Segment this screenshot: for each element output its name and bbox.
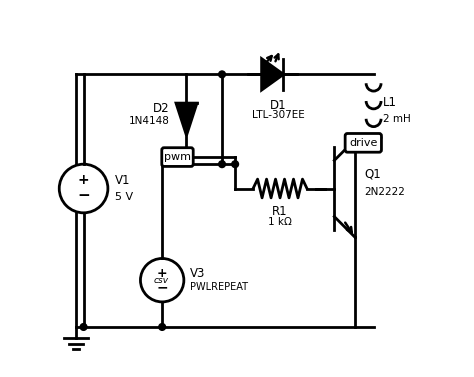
Polygon shape bbox=[262, 59, 283, 90]
Text: V3: V3 bbox=[190, 267, 206, 280]
Text: Q1: Q1 bbox=[364, 167, 381, 180]
Text: 5 V: 5 V bbox=[115, 192, 134, 202]
Polygon shape bbox=[176, 103, 197, 135]
Text: D1: D1 bbox=[270, 99, 286, 112]
Text: LTL-307EE: LTL-307EE bbox=[252, 110, 304, 120]
Text: drive: drive bbox=[349, 138, 377, 148]
Text: PWLREPEAT: PWLREPEAT bbox=[190, 282, 248, 292]
Text: V1: V1 bbox=[115, 174, 131, 187]
Circle shape bbox=[219, 161, 226, 167]
Text: −: − bbox=[156, 280, 168, 294]
Text: R1: R1 bbox=[272, 205, 288, 218]
Text: 1N4148: 1N4148 bbox=[129, 116, 170, 126]
Text: pwm: pwm bbox=[164, 152, 191, 162]
Circle shape bbox=[80, 323, 87, 330]
FancyBboxPatch shape bbox=[162, 148, 193, 166]
Circle shape bbox=[219, 71, 226, 78]
FancyBboxPatch shape bbox=[345, 133, 382, 152]
Text: +: + bbox=[157, 267, 167, 280]
Text: L1: L1 bbox=[383, 96, 397, 109]
Text: D2: D2 bbox=[153, 101, 170, 115]
Text: −: − bbox=[77, 188, 90, 204]
Text: 1 kΩ: 1 kΩ bbox=[268, 216, 292, 227]
Text: 2N2222: 2N2222 bbox=[364, 187, 405, 197]
Text: +: + bbox=[78, 173, 90, 187]
Text: csv: csv bbox=[154, 276, 169, 285]
Circle shape bbox=[159, 323, 165, 330]
Text: 2 mH: 2 mH bbox=[383, 114, 410, 124]
Circle shape bbox=[232, 161, 238, 167]
